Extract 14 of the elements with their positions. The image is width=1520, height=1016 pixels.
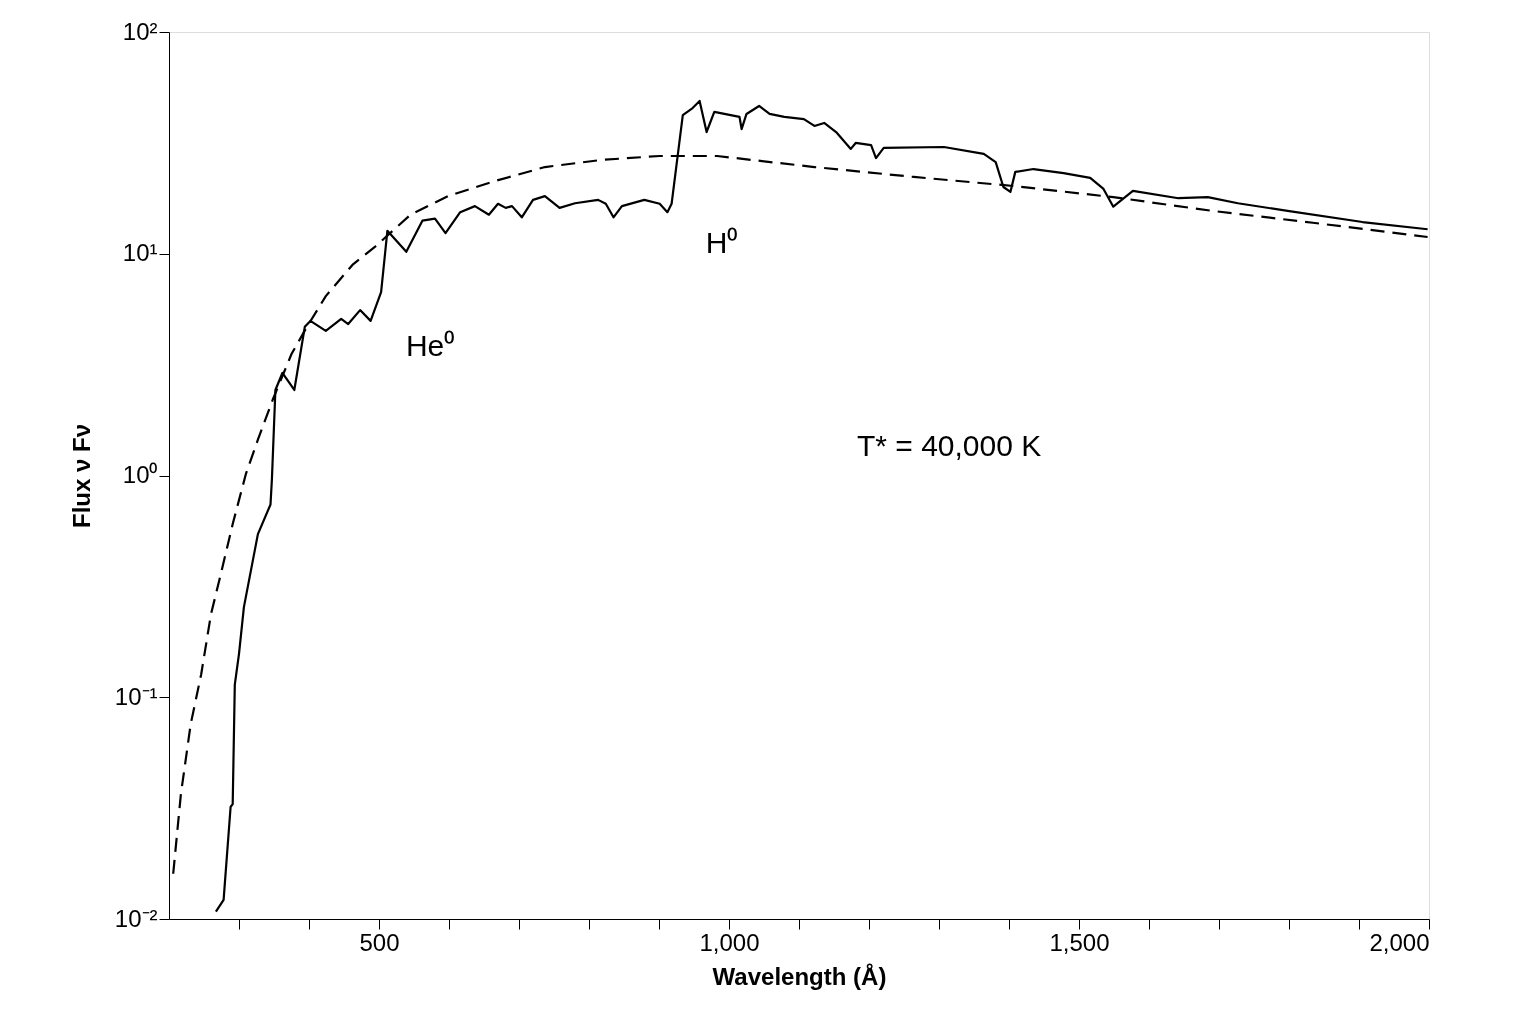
- x-tick-label: 1,000: [699, 928, 760, 956]
- annotation: T* = 40,000 K: [856, 429, 1042, 463]
- x-tick-label: 500: [359, 928, 400, 956]
- x-tick-label: 1,500: [1049, 928, 1110, 956]
- y-axis-title: Flux ν Fν: [67, 423, 95, 529]
- y-tick-label: 10⁰: [122, 461, 158, 488]
- y-tick-label: 10¹: [122, 239, 158, 267]
- x-axis-title: Wavelength (Å): [712, 962, 887, 990]
- y-tick-label: 10⁻²: [114, 904, 158, 932]
- x-tick-label: 2,000: [1369, 928, 1430, 956]
- y-tick-label: 10⁻¹: [114, 682, 158, 710]
- y-tick-label: 10²: [122, 17, 158, 45]
- annotation: H⁰: [705, 225, 739, 259]
- annotation: He⁰: [405, 328, 456, 362]
